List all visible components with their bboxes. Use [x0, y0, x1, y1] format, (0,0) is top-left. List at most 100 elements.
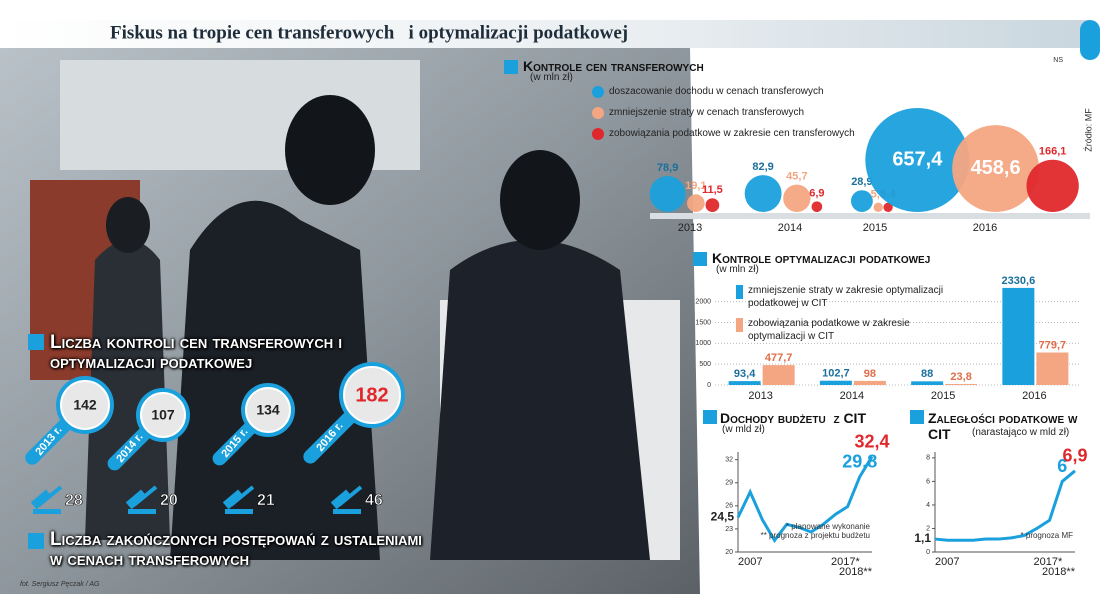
- value-label: 166,1: [1039, 146, 1067, 158]
- value-label: 6,9: [1062, 446, 1087, 466]
- audit-value: 142: [73, 397, 97, 413]
- audit-value: 182: [355, 384, 388, 406]
- y-tick-label: 26: [725, 503, 733, 510]
- legend-label: zmniejszenie straty w zakresie optymaliz…: [748, 285, 944, 309]
- bubble: [850, 190, 873, 212]
- value-label: 45,7: [786, 170, 807, 182]
- proceedings-value: 20: [160, 492, 178, 509]
- line: [934, 469, 1076, 542]
- magnifier-handle: [107, 423, 155, 471]
- gavel-head: [222, 489, 244, 510]
- value-label: 2330,6: [1002, 275, 1036, 287]
- bubble: [883, 202, 893, 212]
- value-label: 6,9: [809, 187, 824, 199]
- y-tick-label: 2000: [695, 299, 711, 306]
- bubble: [744, 175, 782, 212]
- chart-subtitle: (w mln zł): [716, 264, 759, 275]
- x-tick-label: 2013: [748, 390, 772, 402]
- legend-label: doszacowanie dochodu w cenach transferow…: [609, 86, 824, 97]
- y-tick-label: 20: [725, 549, 733, 556]
- x-tick-label: 2013: [678, 222, 702, 234]
- header-band: [0, 20, 1090, 48]
- x-tick-label: 2007: [738, 556, 762, 568]
- value-label: 98: [864, 368, 876, 380]
- value-label: 458,6: [971, 157, 1021, 179]
- value-label: 82,9: [752, 161, 773, 173]
- y-tick-label: 1500: [695, 319, 711, 326]
- magnifier-lens: [60, 380, 110, 430]
- y-tick-label: 500: [699, 361, 711, 368]
- value-label: 88: [921, 368, 933, 380]
- bubble: [649, 175, 686, 212]
- bubble: [811, 201, 823, 212]
- y-tick-label: 8: [926, 455, 930, 462]
- x-tick-label: 2018**: [839, 566, 873, 578]
- value-label: 6: [1057, 456, 1067, 476]
- bubble: [873, 202, 883, 213]
- chart-title: Zaległości podatkowe w CIT: [928, 410, 1078, 442]
- page-title: Fiskus na tropie cen transferowych i opt…: [110, 22, 628, 43]
- x-tick-label: 2017*: [831, 556, 860, 568]
- legend-label: zmniejszenie straty w cenach transferowy…: [609, 107, 805, 118]
- y-tick-label: 29: [725, 480, 733, 487]
- annotation: * prognoza MF: [1021, 531, 1074, 540]
- chart-subtitle: (narastająco w mld zł): [972, 427, 1070, 438]
- bar: [911, 381, 944, 385]
- proceedings-title: Liczba zakończonych postępowań z ustalen…: [50, 529, 422, 570]
- value-label: 78,9: [657, 162, 678, 174]
- y-tick-label: 0: [707, 382, 711, 389]
- x-tick-label: 2016: [1022, 390, 1046, 402]
- legend-swatch: [736, 318, 743, 332]
- x-tick-label: 2016: [973, 222, 997, 234]
- gavel-base: [225, 509, 253, 514]
- chart-subtitle: (w mld zł): [722, 424, 765, 435]
- audit-value: 107: [151, 407, 175, 423]
- value-label: 19,1: [685, 180, 706, 192]
- gavel-head: [125, 489, 147, 510]
- y-tick-label: 23: [725, 526, 733, 533]
- magnifier-lens: [343, 366, 401, 424]
- proceedings-value: 21: [257, 492, 275, 509]
- value-label: 32,4: [854, 431, 889, 451]
- baseline-band: [650, 213, 1090, 219]
- bar: [853, 380, 886, 385]
- y-tick-label: 0: [926, 549, 930, 556]
- y-tick-label: 1000: [695, 340, 711, 347]
- x-tick-label: 2015: [863, 222, 887, 234]
- legend-label: zobowiązania podatkowe w zakresie optyma…: [748, 318, 910, 342]
- magnifier-handle: [303, 407, 360, 464]
- x-tick-label: 2007: [935, 556, 959, 568]
- legend-swatch: [592, 128, 604, 140]
- magnifier-lens: [245, 387, 291, 433]
- magnifier-lens: [140, 392, 186, 438]
- x-tick-label: 2014: [840, 390, 864, 402]
- y-tick-label: 4: [926, 502, 930, 509]
- value-label: 1,1: [914, 531, 931, 545]
- value-label: 24,5: [711, 510, 735, 524]
- line: [736, 455, 874, 544]
- x-tick-label: 2015: [931, 390, 955, 402]
- bar: [819, 380, 852, 385]
- value-label: 11,5: [702, 184, 723, 196]
- value-label: 28,9: [851, 176, 872, 188]
- value-label: 477,7: [765, 352, 793, 364]
- gavel-base: [333, 509, 361, 514]
- x-tick-label: 2014: [778, 222, 802, 234]
- legend-label: zobowiązania podatkowe w zakresie cen tr…: [609, 128, 855, 139]
- chart-title: Dochody budżetu z CIT: [720, 410, 866, 426]
- magnifier-handle: [212, 418, 260, 466]
- value-label: 102,7: [822, 368, 850, 380]
- value-label: 23,8: [950, 371, 971, 383]
- audits-title: Liczba kontroli cen transferowych i opty…: [50, 332, 342, 373]
- bubble: [783, 184, 811, 213]
- bubble: [686, 194, 705, 212]
- annotation: * planowane wykonanie: [786, 522, 871, 531]
- gavel-head: [30, 489, 52, 510]
- y-tick-label: 6: [926, 478, 930, 485]
- icons: [28, 60, 924, 549]
- value-label: 657,4: [892, 148, 943, 170]
- signature: NS: [1053, 57, 1063, 64]
- audit-value: 134: [256, 402, 280, 418]
- value-label: 93,4: [734, 368, 756, 380]
